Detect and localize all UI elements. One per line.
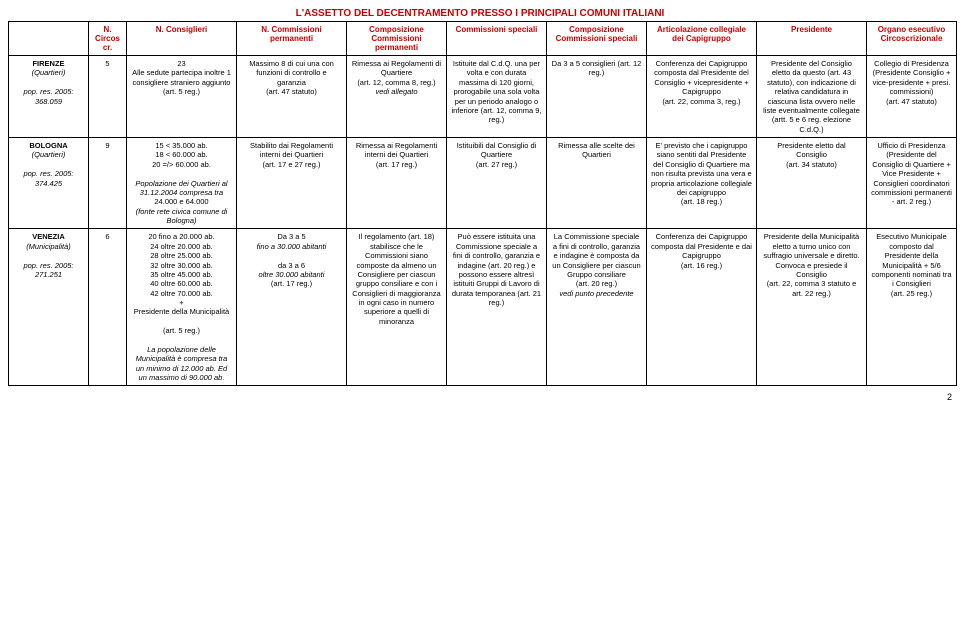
table-cell: Stabilito dai Regolamenti interni dei Qu… — [237, 138, 347, 229]
page-title: L'ASSETTO DEL DECENTRAMENTO PRESSO I PRI… — [8, 8, 952, 19]
table-cell: Conferenza dei Capigruppo composta dal P… — [647, 229, 757, 386]
table-cell: Presidente del Consiglio eletto da quest… — [757, 56, 867, 138]
col-header: N. Circoscr. — [89, 22, 127, 56]
table-cell: Esecutivo Municipale composto dal Presid… — [867, 229, 957, 386]
table-cell: Ufficio di Presidenza(Presidente del Con… — [867, 138, 957, 229]
table-cell: Rimessa ai Regolamenti interni dei Quart… — [347, 138, 447, 229]
table-cell: Può essere istituita una Commissione spe… — [447, 229, 547, 386]
col-header: Articolazione collegiale dei Capigruppo — [647, 22, 757, 56]
col-header: Presidente — [757, 22, 867, 56]
table-cell: 6 — [89, 229, 127, 386]
col-header: N. Consiglieri — [127, 22, 237, 56]
col-header — [9, 22, 89, 56]
table-cell: Presidente eletto dal Consiglio(art. 34 … — [757, 138, 867, 229]
table-cell: Massimo 8 di cui una con funzioni di con… — [237, 56, 347, 138]
table-cell: E' previsto che i capigruppo siano senti… — [647, 138, 757, 229]
col-header: Composizione Commissioni permanenti — [347, 22, 447, 56]
table-cell: Conferenza dei Capigruppo composta dal P… — [647, 56, 757, 138]
table-cell: 5 — [89, 56, 127, 138]
row-label: VENEZIA(Municipalità)pop. res. 2005: 271… — [9, 229, 89, 386]
col-header: Organo esecutivo Circoscrizionale — [867, 22, 957, 56]
col-header: Commissioni speciali — [447, 22, 547, 56]
table-cell: 20 fino a 20.000 ab.24 oltre 20.000 ab.2… — [127, 229, 237, 386]
table-cell: Collegio di Presidenza(Presidente Consig… — [867, 56, 957, 138]
table-row: VENEZIA(Municipalità)pop. res. 2005: 271… — [9, 229, 957, 386]
table-cell: Rimessa ai Regolamenti di Quartiere(art.… — [347, 56, 447, 138]
table-cell: 9 — [89, 138, 127, 229]
table-cell: Istituibili dal Consiglio di Quartiere(a… — [447, 138, 547, 229]
table-cell: La Commissione speciale a fini di contro… — [547, 229, 647, 386]
table-cell: 15 < 35.000 ab.18 < 60.000 ab.20 =/> 60.… — [127, 138, 237, 229]
decentramento-table: N. Circoscr.N. ConsiglieriN. Commissioni… — [8, 21, 957, 386]
table-cell: Il regolamento (art. 18) stabilisce che … — [347, 229, 447, 386]
col-header: Composizione Commissioni speciali — [547, 22, 647, 56]
table-row: BOLOGNA(Quartieri)pop. res. 2005: 374.42… — [9, 138, 957, 229]
table-row: FIRENZE(Quartieri)pop. res. 2005: 368.05… — [9, 56, 957, 138]
table-cell: Da 3 a 5 consiglieri (art. 12 reg.) — [547, 56, 647, 138]
row-label: FIRENZE(Quartieri)pop. res. 2005: 368.05… — [9, 56, 89, 138]
page-number: 2 — [8, 392, 952, 402]
table-cell: Istituite dal C.d.Q. una per volta e con… — [447, 56, 547, 138]
table-cell: Presidente della Municipalità eletto a t… — [757, 229, 867, 386]
table-cell: 23Alle sedute partecipa inoltre 1 consig… — [127, 56, 237, 138]
table-header-row: N. Circoscr.N. ConsiglieriN. Commissioni… — [9, 22, 957, 56]
table-cell: Rimessa alle scelte dei Quartieri — [547, 138, 647, 229]
row-label: BOLOGNA(Quartieri)pop. res. 2005: 374.42… — [9, 138, 89, 229]
col-header: N. Commissioni permanenti — [237, 22, 347, 56]
table-cell: Da 3 a 5fino a 30.000 abitantida 3 a 6ol… — [237, 229, 347, 386]
